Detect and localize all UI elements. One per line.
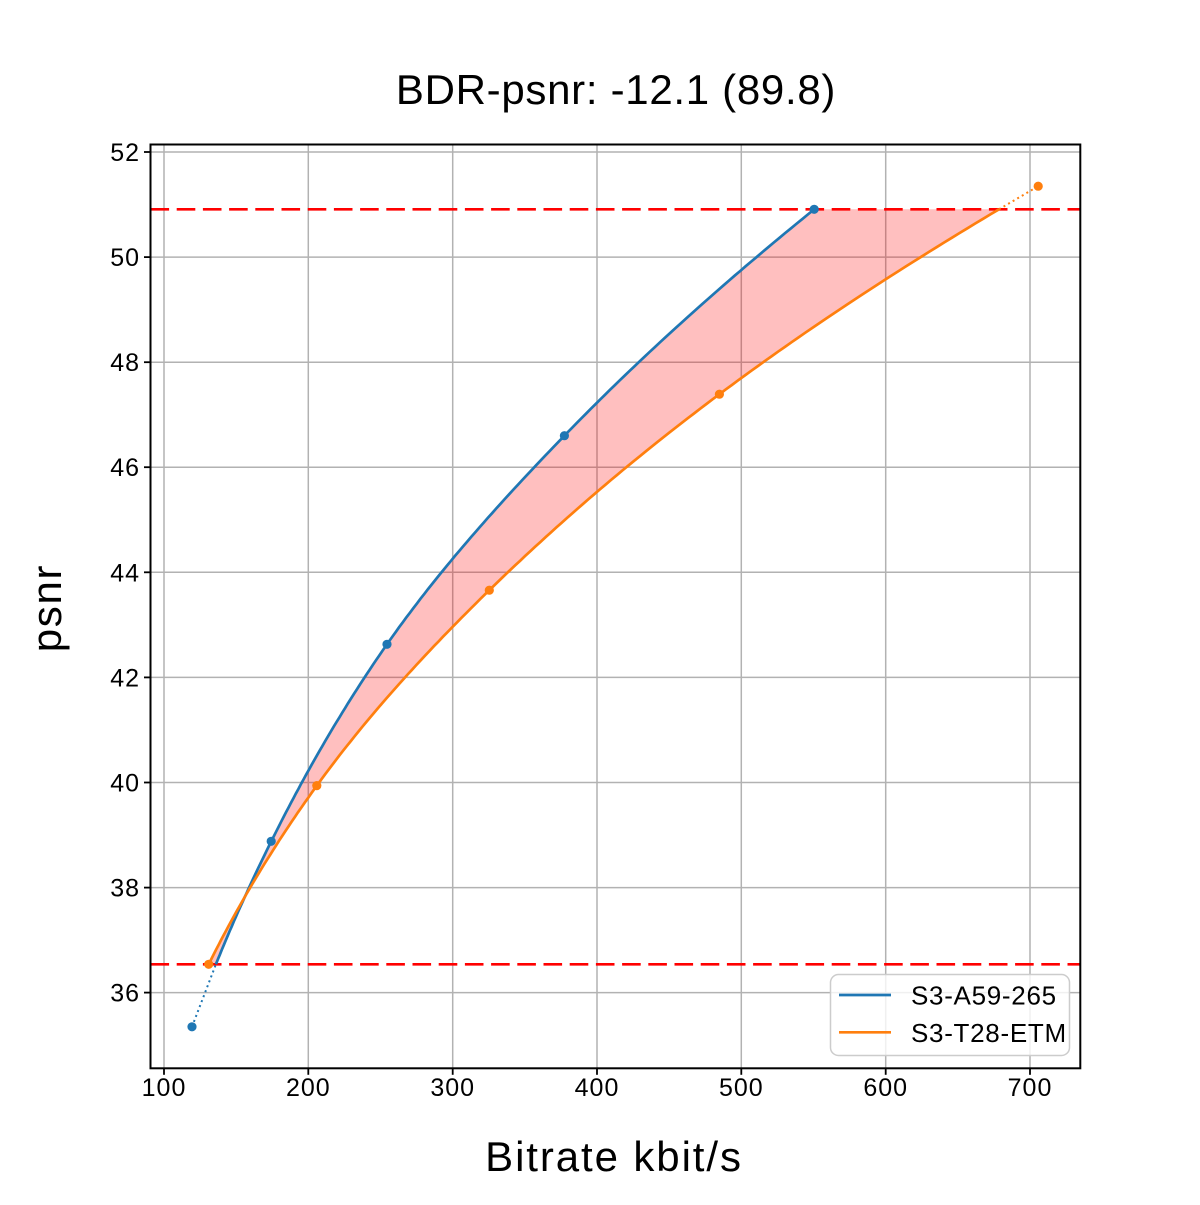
svg-text:46: 46: [110, 454, 140, 482]
svg-text:psnr: psnr: [23, 564, 70, 653]
svg-text:700: 700: [1008, 1074, 1053, 1102]
svg-text:42: 42: [110, 664, 140, 692]
svg-text:100: 100: [142, 1074, 187, 1102]
svg-text:Bitrate kbit/s: Bitrate kbit/s: [485, 1133, 743, 1180]
svg-text:50: 50: [110, 244, 140, 272]
svg-text:36: 36: [110, 980, 140, 1008]
svg-text:S3-T28-ETM: S3-T28-ETM: [911, 1018, 1067, 1048]
svg-text:40: 40: [110, 770, 140, 798]
svg-text:400: 400: [575, 1074, 620, 1102]
svg-text:S3-A59-265: S3-A59-265: [911, 981, 1057, 1011]
svg-text:600: 600: [863, 1074, 908, 1102]
svg-text:48: 48: [110, 349, 140, 377]
svg-text:38: 38: [110, 875, 140, 903]
svg-text:200: 200: [286, 1074, 331, 1102]
svg-text:500: 500: [719, 1074, 764, 1102]
svg-text:52: 52: [110, 139, 140, 167]
svg-text:300: 300: [430, 1074, 475, 1102]
svg-text:BDR-psnr: -12.1 (89.8): BDR-psnr: -12.1 (89.8): [396, 66, 836, 113]
svg-text:44: 44: [110, 559, 140, 587]
